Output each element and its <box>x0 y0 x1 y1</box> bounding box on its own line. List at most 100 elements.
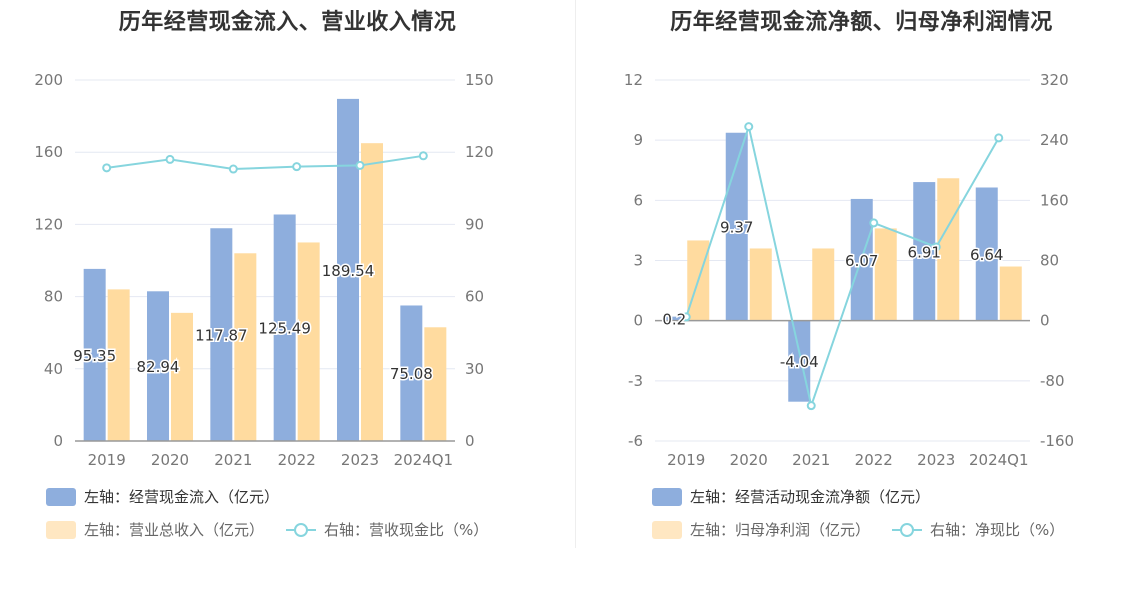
legend-label-line: 右轴：营收现金比（%） <box>324 521 489 539</box>
y-left-tick-label: 200 <box>34 71 63 89</box>
bar-series2 <box>749 248 772 321</box>
bar-series1 <box>663 316 686 321</box>
right-chart-panel: 历年经营现金流净额、归母净利润情况 -6 -3 0 3 6 9 12 -160 -80 0 80 16… <box>575 0 1148 589</box>
bar-data-label: 6.91 <box>908 243 941 261</box>
bar-data-label: 82.94 <box>137 358 180 376</box>
y-left-tick-label: 160 <box>34 143 63 161</box>
y-right-tick-label: -80 <box>1040 372 1065 390</box>
bar-series1 <box>913 182 936 321</box>
legend-swatch-bar1 <box>652 487 682 506</box>
legend-swatch-bar1 <box>46 487 76 506</box>
x-tick-label: 2019 <box>88 451 126 469</box>
line-point <box>355 160 365 170</box>
line-point <box>228 164 238 174</box>
bar-series1 <box>975 187 998 321</box>
legend-swatch-bar2 <box>652 520 682 539</box>
line-point <box>806 401 816 411</box>
x-tick-label: 2024Q1 <box>969 451 1029 469</box>
y-right-tick-label: 0 <box>465 432 475 450</box>
bar-data-label: 125.49 <box>258 320 311 338</box>
bar-data-label: 117.87 <box>195 327 248 345</box>
line-point <box>681 312 691 322</box>
bar-data-label: 6.07 <box>845 252 878 270</box>
y-right-tick-label: 90 <box>465 215 484 233</box>
bar-series1 <box>337 98 359 441</box>
left-legend-row-1: 左轴：经营现金流入（亿元） <box>46 486 301 507</box>
bar-series2 <box>297 242 320 441</box>
bar-series2 <box>361 143 383 442</box>
right-chart-plot: -6 -3 0 3 6 9 12 -160 -80 0 80 160 240 320 2019 2020 202… <box>624 71 1074 469</box>
y-right-tick-label: -160 <box>1040 432 1074 450</box>
bar-series2 <box>234 253 257 441</box>
right-chart-title: 历年经营现金流净额、归母净利润情况 <box>670 10 1053 35</box>
y-right-tick-label: 60 <box>465 288 484 306</box>
y-left-tick-label: 6 <box>633 191 643 209</box>
bar-data-label: 6.64 <box>970 246 1003 264</box>
y-left-tick-label: 3 <box>633 252 643 270</box>
y-left-tick-label: 0 <box>53 432 63 450</box>
line-point <box>102 163 112 173</box>
right-legend-row-2: 左轴：归母净利润（亿元） 右轴：净现比（%） <box>652 519 1064 540</box>
panel-divider <box>575 0 576 548</box>
y-left-tick-label: 0 <box>633 312 643 330</box>
y-right-tick-label: 150 <box>465 71 494 89</box>
line-point <box>165 154 175 164</box>
y-left-tick-label: -6 <box>628 432 643 450</box>
x-tick-label: 2019 <box>667 451 705 469</box>
line-series <box>685 122 1000 410</box>
bar-data-label: 0.2 <box>662 311 686 329</box>
legend-label-line: 右轴：净现比（%） <box>930 521 1065 539</box>
y-left-tick-label: 120 <box>34 215 63 233</box>
y-right-tick-label: 120 <box>465 143 494 161</box>
bar-series2 <box>424 327 447 441</box>
bar-series1 <box>273 214 296 441</box>
bar-series1 <box>147 291 169 441</box>
bar-data-label: 9.37 <box>720 219 753 237</box>
right-legend-row-1: 左轴：经营活动现金流净额（亿元） <box>652 486 952 507</box>
y-right-tick-label: 240 <box>1040 131 1069 149</box>
bar-data-label: 189.54 <box>322 262 375 280</box>
y-right-tick-label: 160 <box>1040 191 1069 209</box>
legend-label-bar2: 左轴：归母净利润（亿元） <box>690 521 871 539</box>
y-left-tick-label: 9 <box>633 131 643 149</box>
y-left-tick-label: -3 <box>628 372 643 390</box>
bar-data-label: -4.04 <box>780 353 819 371</box>
left-legend-row-2: 左轴：营业总收入（亿元） 右轴：营收现金比（%） <box>46 519 488 540</box>
line-point <box>292 162 302 172</box>
bar-series2 <box>171 312 193 441</box>
y-right-tick-label: 30 <box>465 360 484 378</box>
line-point <box>744 122 754 132</box>
y-right-tick-label: 0 <box>1040 312 1050 330</box>
left-chart-panel: 历年经营现金流入、营业收入情况 0 40 80 120 160 200 0 30 60 90 120… <box>34 10 494 540</box>
line-point <box>869 218 879 228</box>
x-tick-label: 2021 <box>214 451 252 469</box>
x-tick-label: 2022 <box>855 451 893 469</box>
legend-line-marker-icon <box>892 521 923 539</box>
x-tick-label: 2023 <box>917 451 955 469</box>
bar-series1 <box>400 305 423 441</box>
bar-series2 <box>812 248 835 321</box>
line-point <box>418 151 428 161</box>
legend-label-bar1: 左轴：经营活动现金流净额（亿元） <box>690 488 931 506</box>
y-right-tick-label: 80 <box>1040 252 1059 270</box>
legend-label-bar2: 左轴：营业总收入（亿元） <box>84 521 265 539</box>
x-tick-label: 2023 <box>341 451 379 469</box>
bar-series1 <box>83 268 106 441</box>
left-chart-title: 历年经营现金流入、营业收入情况 <box>118 10 457 35</box>
bar-series2 <box>937 178 960 321</box>
x-tick-label: 2022 <box>278 451 316 469</box>
bar-series2 <box>107 289 130 441</box>
y-left-tick-label: 12 <box>624 71 643 89</box>
legend-label-bar1: 左轴：经营现金流入（亿元） <box>84 488 280 506</box>
line-point <box>931 242 941 252</box>
legend-line-marker-icon <box>286 521 317 539</box>
x-tick-label: 2020 <box>151 451 189 469</box>
bar-data-label: 75.08 <box>390 365 433 383</box>
x-tick-label: 2024Q1 <box>394 451 454 469</box>
left-chart-plot: 0 40 80 120 160 200 0 30 60 90 120 150 2019 2020 2021 2… <box>34 71 494 469</box>
x-tick-label: 2020 <box>730 451 768 469</box>
y-right-tick-label: 320 <box>1040 71 1069 89</box>
bar-series2 <box>999 266 1022 321</box>
line-series <box>106 154 424 171</box>
y-left-tick-label: 80 <box>44 288 63 306</box>
